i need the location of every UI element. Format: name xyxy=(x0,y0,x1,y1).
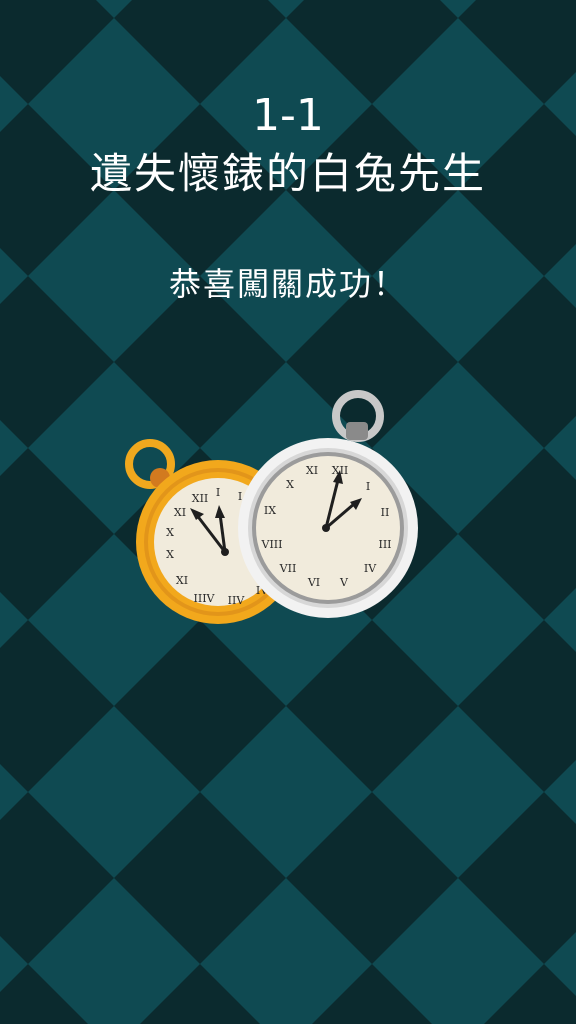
gold-watch-numerals: I I XII XI X X XI IIIV IIV IV xyxy=(166,486,269,607)
level-number: 1-1 xyxy=(252,90,324,141)
level-title: 遺失懷錶的白兔先生 xyxy=(89,149,486,198)
silver-pocket-watch: XII I II III IV V VI VII VIII IX X XI xyxy=(238,390,418,618)
svg-text:X: X xyxy=(166,526,174,539)
svg-text:I: I xyxy=(216,486,220,499)
svg-text:X: X xyxy=(286,478,294,491)
svg-text:IX: IX xyxy=(264,504,276,517)
svg-text:IV: IV xyxy=(364,562,377,575)
svg-text:I: I xyxy=(238,490,242,503)
svg-text:IIIV: IIIV xyxy=(194,592,216,605)
svg-text:XI: XI xyxy=(176,574,188,587)
svg-text:XI: XI xyxy=(174,506,186,519)
svg-text:VII: VII xyxy=(279,562,297,575)
svg-text:X: X xyxy=(166,548,174,561)
svg-text:XII: XII xyxy=(192,492,209,505)
silver-watch-hands xyxy=(322,470,362,532)
svg-text:XI: XI xyxy=(306,464,318,477)
svg-text:VIII: VIII xyxy=(261,538,283,551)
svg-text:III: III xyxy=(378,538,391,551)
svg-text:II: II xyxy=(381,506,390,519)
pocket-watches-illustration: I I XII XI X X XI IIIV IIV IV xyxy=(125,390,418,624)
svg-text:VI: VI xyxy=(307,576,320,589)
success-message: 恭喜闖關成功！ xyxy=(168,265,407,303)
svg-text:IIV: IIV xyxy=(228,594,246,607)
svg-text:V: V xyxy=(339,576,349,589)
silver-watch-numerals: XII I II III IV V VI VII VIII IX X XI xyxy=(261,464,392,589)
svg-text:I: I xyxy=(366,480,370,493)
gold-watch-hands xyxy=(190,505,229,556)
silver-watch-ring-icon xyxy=(332,390,384,442)
